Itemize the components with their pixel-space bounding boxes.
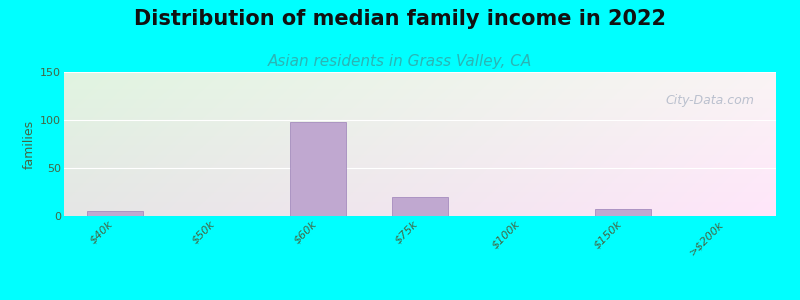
Text: City-Data.com: City-Data.com [666, 94, 754, 106]
Bar [290, 122, 346, 216]
Text: Distribution of median family income in 2022: Distribution of median family income in … [134, 9, 666, 29]
Bar [595, 209, 651, 216]
Bar [87, 211, 143, 216]
Y-axis label: families: families [23, 119, 36, 169]
Bar [392, 197, 448, 216]
Text: Asian residents in Grass Valley, CA: Asian residents in Grass Valley, CA [268, 54, 532, 69]
